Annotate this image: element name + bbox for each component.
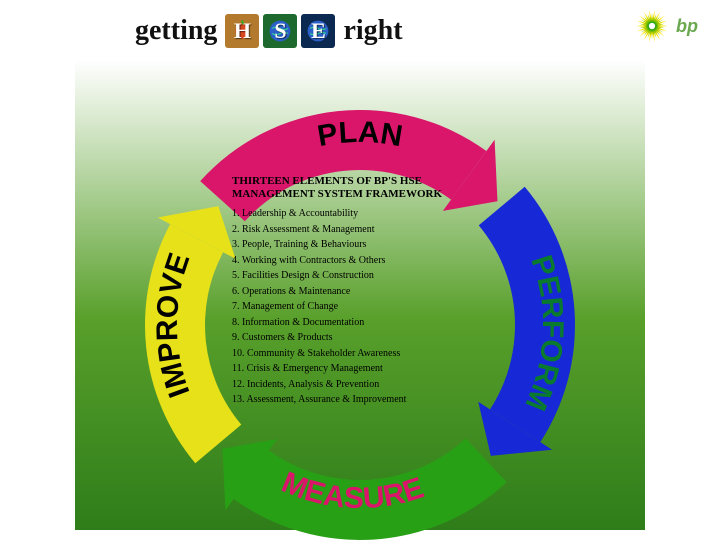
center-title: THIRTEEN ELEMENTS OF BP'S HSE MANAGEMENT… — [232, 175, 492, 200]
framework-item: 11. Crisis & Emergency Management — [232, 361, 492, 377]
framework-item: 3. People, Training & Behaviours — [232, 237, 492, 253]
hse-badge-s: S — [263, 14, 297, 48]
title-left: getting — [135, 15, 217, 47]
framework-item: 12. Incidents, Analysis & Prevention — [232, 377, 492, 393]
center-block: THIRTEEN ELEMENTS OF BP'S HSE MANAGEMENT… — [232, 175, 492, 408]
header: getting HSE right bp — [0, 0, 720, 60]
framework-item: 6. Operations & Maintenance — [232, 284, 492, 300]
framework-item: 10. Community & Stakeholder Awareness — [232, 346, 492, 362]
framework-item: 1. Leadership & Accountability — [232, 206, 492, 222]
framework-item: 8. Information & Documentation — [232, 315, 492, 331]
framework-item: 5. Facilities Design & Construction — [232, 268, 492, 284]
hse-badges: HSE — [225, 14, 335, 48]
arc-label-plan: PLAN — [315, 116, 405, 153]
framework-item: 7. Management of Change — [232, 299, 492, 315]
framework-item: 13. Assessment, Assurance & Improvement — [232, 392, 492, 408]
title-right: right — [343, 15, 402, 47]
bp-sunflower-icon — [634, 8, 670, 44]
framework-item: 2. Risk Assessment & Management — [232, 222, 492, 238]
page: getting HSE right bp PLANPERFORMMEASUREI… — [0, 0, 720, 540]
hse-badge-e: E — [301, 14, 335, 48]
framework-item: 4. Working with Contractors & Others — [232, 253, 492, 269]
bp-label: bp — [676, 16, 698, 37]
center-list: 1. Leadership & Accountability2. Risk As… — [232, 206, 492, 408]
bp-logo: bp — [634, 8, 698, 44]
framework-item: 9. Customers & Products — [232, 330, 492, 346]
hse-badge-h: H — [225, 14, 259, 48]
header-title: getting HSE right — [135, 14, 403, 48]
